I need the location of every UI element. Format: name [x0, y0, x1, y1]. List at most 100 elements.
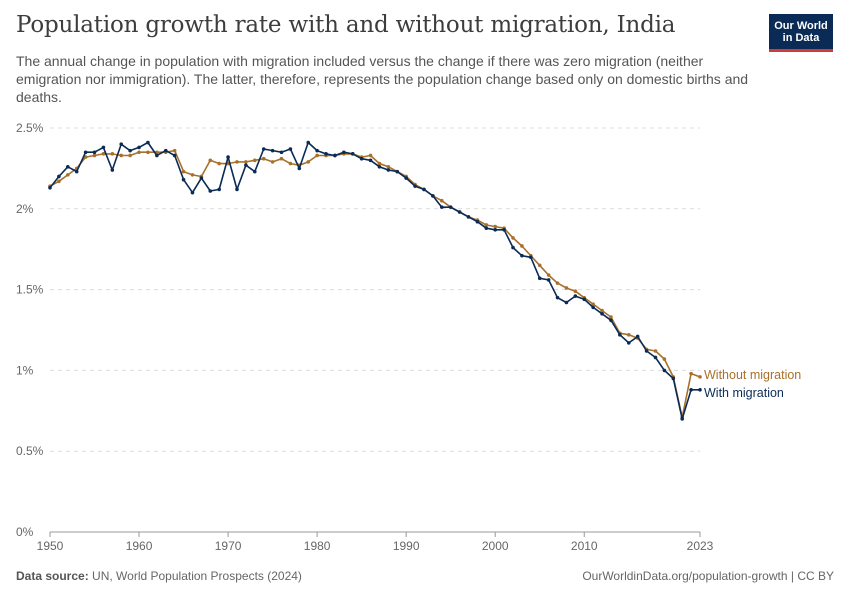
data-point-without-migration — [128, 153, 132, 158]
data-point-with-migration — [618, 333, 622, 337]
data-point-with-migration — [422, 187, 426, 192]
data-point-without-migration — [368, 153, 373, 158]
series-label: Without migration — [704, 368, 801, 382]
data-point-with-migration — [146, 140, 150, 145]
data-point-with-migration — [555, 295, 560, 300]
data-point-without-migration — [662, 357, 667, 361]
data-point-with-migration — [199, 176, 204, 180]
x-tick-label: 1980 — [304, 539, 331, 553]
data-point-with-migration — [493, 228, 498, 232]
data-point-without-migration — [689, 371, 693, 376]
data-point-with-migration — [270, 148, 275, 153]
source-link[interactable]: OurWorldinData.org/population-growth — [582, 569, 788, 583]
data-point-without-migration — [386, 164, 391, 169]
data-point-without-migration — [279, 156, 284, 161]
y-tick-label: 1.5% — [16, 283, 44, 297]
owid-logo[interactable]: Our World in Data — [769, 14, 833, 52]
data-point-without-migration — [235, 160, 239, 164]
x-tick-label: 1960 — [126, 539, 153, 553]
data-point-with-migration — [163, 148, 168, 153]
data-point-without-migration — [653, 349, 658, 353]
footer-link-area: OurWorldinData.org/population-growth | C… — [582, 569, 834, 583]
data-point-with-migration — [404, 176, 408, 180]
data-point-with-migration — [386, 168, 391, 172]
data-point-without-migration — [520, 244, 524, 248]
data-point-with-migration — [128, 148, 132, 153]
data-point-without-migration — [626, 333, 631, 337]
y-tick-label: 1% — [16, 363, 34, 377]
data-point-without-migration — [573, 289, 578, 294]
data-point-with-migration — [546, 278, 551, 282]
data-point-without-migration — [315, 153, 319, 158]
data-point-without-migration — [137, 150, 141, 155]
data-point-with-migration — [448, 205, 453, 209]
data-point-with-migration — [439, 205, 444, 209]
data-point-with-migration — [591, 305, 595, 310]
data-point-with-migration — [217, 187, 221, 192]
data-point-with-migration — [155, 153, 159, 158]
data-point-with-migration — [172, 153, 177, 158]
x-tick-label: 1950 — [37, 539, 64, 553]
data-point-with-migration — [350, 152, 355, 156]
data-point-without-migration — [208, 158, 213, 163]
data-point-with-migration — [359, 156, 364, 161]
data-point-without-migration — [600, 308, 604, 313]
series-line-without-migration — [49, 149, 701, 419]
data-point-without-migration — [537, 263, 542, 268]
data-source: Data source: UN, World Population Prospe… — [16, 569, 302, 583]
data-point-with-migration — [511, 245, 515, 250]
data-point-with-migration — [600, 312, 604, 316]
data-point-with-migration — [333, 153, 337, 158]
data-point-with-migration — [564, 300, 569, 305]
chart-title: Population growth rate with and without … — [16, 12, 676, 38]
data-point-without-migration — [555, 281, 560, 285]
data-point-with-migration — [413, 184, 417, 188]
data-point-without-migration — [57, 179, 61, 184]
data-point-with-migration — [92, 150, 97, 155]
data-point-with-migration — [520, 253, 524, 258]
x-tick-label: 2023 — [687, 539, 714, 553]
data-point-with-migration — [306, 140, 311, 145]
data-point-without-migration — [92, 153, 97, 158]
y-tick-label: 2% — [16, 202, 34, 216]
data-point-with-migration — [181, 177, 186, 182]
data-point-with-migration — [244, 163, 248, 167]
data-point-with-migration — [573, 294, 578, 298]
data-point-with-migration — [662, 368, 667, 373]
data-point-with-migration — [315, 148, 319, 153]
data-point-with-migration — [101, 145, 106, 150]
data-point-without-migration — [609, 315, 613, 319]
x-tick-label: 2000 — [482, 539, 509, 553]
data-point-with-migration — [137, 145, 141, 150]
data-point-with-migration — [110, 168, 115, 172]
data-point-with-migration — [342, 150, 346, 155]
data-point-without-migration — [244, 160, 248, 164]
data-point-with-migration — [66, 164, 70, 169]
data-point-with-migration — [74, 169, 79, 174]
data-point-without-migration — [511, 236, 515, 240]
data-point-with-migration — [119, 142, 124, 146]
data-point-with-migration — [235, 187, 239, 192]
data-point-without-migration — [83, 155, 88, 159]
data-point-with-migration — [537, 276, 542, 281]
license-text: | CC BY — [787, 569, 834, 583]
data-point-with-migration — [279, 150, 284, 155]
logo-line-2: in Data — [782, 32, 820, 44]
data-point-with-migration — [190, 190, 195, 195]
data-point-with-migration — [689, 387, 693, 392]
data-point-with-migration — [368, 158, 373, 163]
data-point-with-migration — [466, 215, 471, 219]
data-point-without-migration — [181, 169, 186, 174]
data-point-with-migration — [671, 376, 676, 381]
data-point-without-migration — [546, 273, 551, 277]
data-point-without-migration — [110, 152, 115, 156]
data-point-without-migration — [172, 148, 177, 153]
data-point-with-migration — [457, 210, 462, 214]
data-point-without-migration — [377, 161, 382, 166]
data-point-with-migration — [484, 226, 489, 230]
x-tick-label: 2010 — [571, 539, 598, 553]
data-point-without-migration — [101, 152, 106, 156]
data-point-without-migration — [119, 153, 124, 158]
data-point-with-migration — [626, 341, 631, 345]
